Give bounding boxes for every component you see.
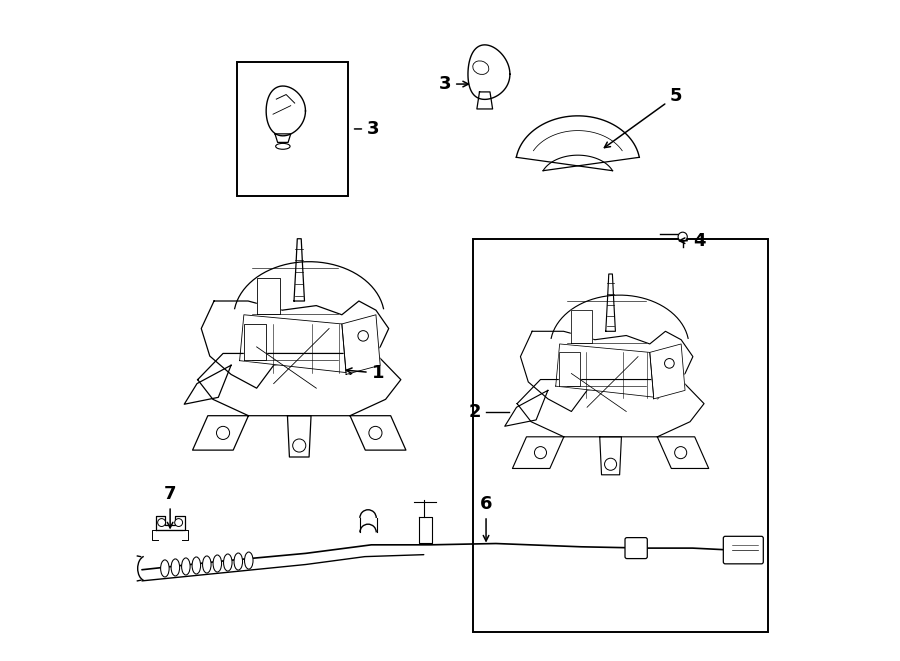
Circle shape xyxy=(535,447,546,459)
Circle shape xyxy=(217,426,230,440)
Circle shape xyxy=(369,426,382,440)
Text: 5: 5 xyxy=(605,87,682,147)
Bar xyxy=(237,61,348,196)
Circle shape xyxy=(158,519,166,526)
Text: 2: 2 xyxy=(468,403,481,422)
Polygon shape xyxy=(287,416,311,457)
Polygon shape xyxy=(350,416,406,450)
Polygon shape xyxy=(239,315,346,373)
Bar xyxy=(472,239,768,632)
Circle shape xyxy=(664,358,674,368)
Ellipse shape xyxy=(160,560,169,577)
Polygon shape xyxy=(342,315,380,374)
Polygon shape xyxy=(505,391,548,426)
Polygon shape xyxy=(517,116,639,171)
Polygon shape xyxy=(275,134,291,142)
Polygon shape xyxy=(202,301,389,388)
Ellipse shape xyxy=(275,143,290,149)
Ellipse shape xyxy=(213,555,221,572)
Text: 4: 4 xyxy=(680,232,706,250)
Ellipse shape xyxy=(182,558,190,575)
Circle shape xyxy=(175,519,183,526)
Polygon shape xyxy=(518,379,704,437)
Polygon shape xyxy=(294,239,304,301)
Text: 3: 3 xyxy=(438,75,469,93)
Text: 7: 7 xyxy=(164,485,176,528)
Text: 1: 1 xyxy=(346,364,384,382)
Polygon shape xyxy=(606,274,616,331)
Text: 3: 3 xyxy=(355,120,380,138)
Text: 6: 6 xyxy=(480,495,492,541)
Ellipse shape xyxy=(472,61,489,75)
Ellipse shape xyxy=(192,557,201,574)
Ellipse shape xyxy=(234,553,243,570)
Polygon shape xyxy=(555,344,653,397)
Circle shape xyxy=(605,458,617,470)
Polygon shape xyxy=(599,437,621,475)
Polygon shape xyxy=(572,310,592,343)
Polygon shape xyxy=(650,344,685,399)
Polygon shape xyxy=(468,45,510,99)
Polygon shape xyxy=(266,86,305,136)
Polygon shape xyxy=(551,295,688,342)
Circle shape xyxy=(292,439,306,452)
Polygon shape xyxy=(256,278,280,314)
Polygon shape xyxy=(198,354,400,416)
Ellipse shape xyxy=(202,556,211,573)
Polygon shape xyxy=(156,516,184,530)
Ellipse shape xyxy=(223,554,232,571)
Polygon shape xyxy=(244,324,266,360)
Polygon shape xyxy=(477,92,492,109)
FancyBboxPatch shape xyxy=(625,537,647,559)
Circle shape xyxy=(358,330,368,341)
Polygon shape xyxy=(520,331,693,412)
Ellipse shape xyxy=(171,559,180,576)
Polygon shape xyxy=(184,366,231,405)
Circle shape xyxy=(678,232,688,241)
FancyBboxPatch shape xyxy=(724,536,763,564)
Circle shape xyxy=(675,447,687,459)
Polygon shape xyxy=(193,416,248,450)
Polygon shape xyxy=(512,437,564,469)
Polygon shape xyxy=(657,437,708,469)
Polygon shape xyxy=(235,262,383,312)
Ellipse shape xyxy=(245,552,253,569)
Polygon shape xyxy=(559,352,580,385)
